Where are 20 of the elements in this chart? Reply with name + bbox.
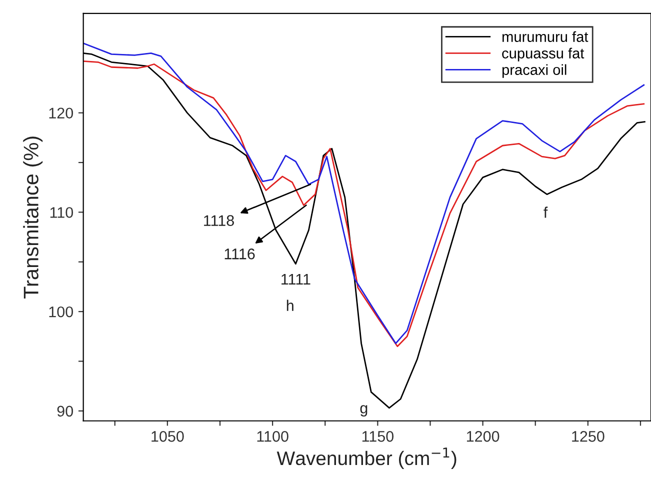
- annotation: 1111: [282, 274, 310, 284]
- y-tick-label: 100: [49, 306, 74, 318]
- x-tick-label: 1250: [572, 431, 604, 442]
- x-tick-label: 1200: [466, 431, 500, 442]
- y-tick-label: 120: [49, 108, 74, 119]
- y-tick-label: 110: [50, 207, 74, 218]
- x-axis-title: Wavenumber (cm$^{−1}$): [276, 448, 456, 470]
- annotation: g: [360, 405, 368, 416]
- x-tick-label: 1100: [257, 431, 288, 442]
- legend-label: pracaxi oil: [502, 64, 566, 78]
- legend-label: cupuassu fat: [502, 48, 584, 62]
- annotation: f: [544, 206, 548, 218]
- x-tick-label: 1050: [152, 431, 184, 442]
- annotation: 1116: [224, 248, 255, 260]
- annotation: 1118: [204, 215, 234, 226]
- legend-label: murumuru fat: [502, 31, 588, 42]
- y-axis-title: Transmitance (%): [23, 136, 43, 298]
- x-tick-label: 1150: [362, 431, 394, 442]
- y-tick-label: 90: [57, 406, 74, 417]
- annotation: h: [286, 300, 294, 311]
